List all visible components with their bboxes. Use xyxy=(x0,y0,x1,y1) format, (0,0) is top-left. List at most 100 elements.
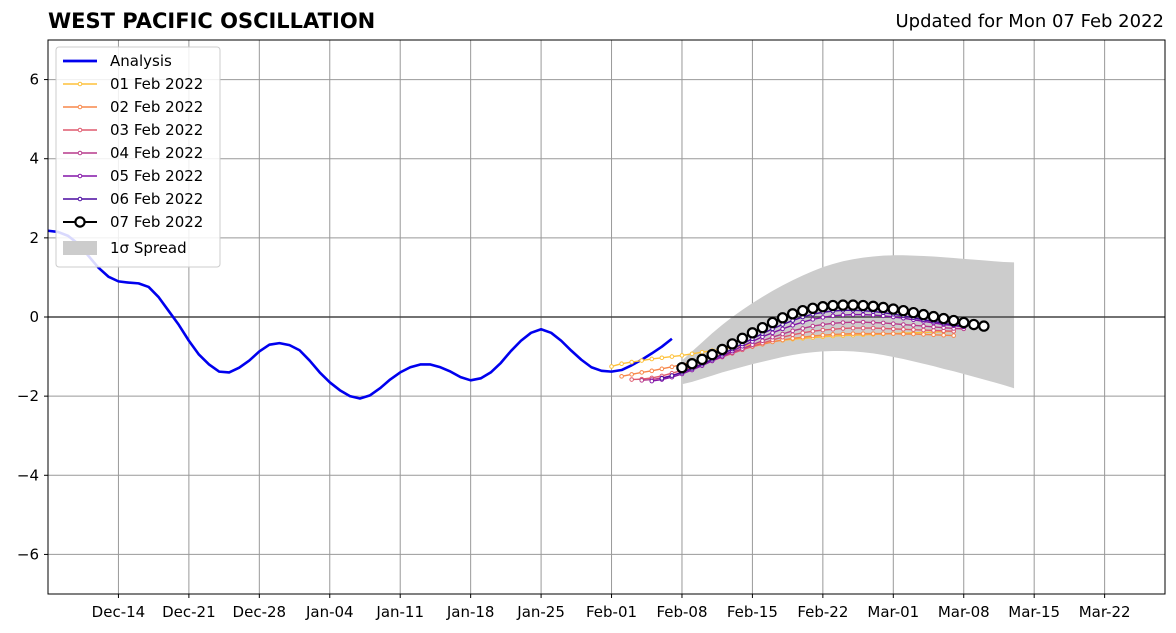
forecast-point xyxy=(619,374,624,379)
forecast-point xyxy=(827,299,839,312)
x-tick-label: Dec-28 xyxy=(233,603,287,621)
forecast-point xyxy=(847,299,859,311)
legend-label: Analysis xyxy=(110,52,172,70)
forecast-point xyxy=(901,331,906,337)
forecast-point xyxy=(770,330,775,336)
forecast-point xyxy=(931,328,936,333)
forecast-point xyxy=(880,331,886,336)
forecast-point xyxy=(901,326,906,332)
forecast-point xyxy=(880,320,886,326)
forecast-point xyxy=(669,364,675,370)
forecast-point xyxy=(649,368,655,374)
forecast-point xyxy=(850,331,856,336)
y-tick-label: 0 xyxy=(29,308,39,326)
forecast-point xyxy=(958,316,970,329)
forecast-point xyxy=(609,364,614,369)
forecast-point xyxy=(917,308,930,321)
forecast-point xyxy=(770,334,775,340)
forecast-point xyxy=(659,376,665,381)
forecast-point xyxy=(736,332,749,345)
forecast-point xyxy=(890,321,896,327)
forecast-point xyxy=(766,316,779,329)
x-tick-label: Mar-08 xyxy=(938,603,990,621)
forecast-point xyxy=(911,331,916,337)
series-layer xyxy=(47,229,990,400)
forecast-point xyxy=(907,306,920,319)
forecast-point xyxy=(629,377,634,382)
forecast-point xyxy=(810,317,816,322)
forecast-point xyxy=(837,299,849,311)
forecast-point xyxy=(850,319,856,325)
forecast-point xyxy=(686,357,698,370)
forecast-point xyxy=(619,361,624,366)
legend: Analysis 01 Feb 2022 02 Feb 2022 03 Feb 202… xyxy=(55,46,221,268)
forecast-point xyxy=(860,312,866,317)
forecast-point xyxy=(786,308,799,320)
forecast-point xyxy=(810,323,816,329)
forecast-point xyxy=(897,304,910,317)
legend-label: 07 Feb 2022 xyxy=(110,213,203,231)
forecast-point xyxy=(931,332,936,338)
forecast-point xyxy=(780,326,785,332)
forecast-point xyxy=(840,326,846,331)
forecast-point xyxy=(951,333,956,338)
y-tick-label: −4 xyxy=(17,466,39,484)
y-tick-label: 6 xyxy=(29,71,39,89)
forecast-point xyxy=(790,328,795,334)
chart-title: WEST PACIFIC OSCILLATION xyxy=(48,9,376,33)
forecast-point xyxy=(921,327,926,333)
forecast-point xyxy=(830,313,836,319)
legend-swatch xyxy=(63,241,97,255)
forecast-point xyxy=(927,310,940,323)
forecast-point xyxy=(820,332,826,338)
forecast-point xyxy=(669,373,675,378)
forecast-point xyxy=(629,372,634,377)
forecast-point xyxy=(689,351,695,357)
legend-label: 01 Feb 2022 xyxy=(110,75,203,93)
forecast-point xyxy=(830,321,836,326)
tick-labels: Dec-14 Dec-21 Dec-28 Jan-04 Jan-11 Jan-18 Jan-… xyxy=(17,71,1131,621)
forecast-point xyxy=(669,354,675,359)
y-tick-label: 4 xyxy=(29,150,39,168)
forecast-point xyxy=(870,325,876,331)
forecast-point xyxy=(820,327,826,333)
forecast-point xyxy=(911,327,916,332)
forecast-point xyxy=(830,332,836,337)
legend-label: 04 Feb 2022 xyxy=(110,144,203,162)
forecast-point xyxy=(807,302,819,314)
forecast-point xyxy=(706,348,718,361)
forecast-point xyxy=(760,338,765,344)
y-tick-label: −2 xyxy=(17,387,39,405)
forecast-point xyxy=(880,326,886,331)
x-tick-label: Jan-25 xyxy=(516,603,565,621)
forecast-point xyxy=(921,323,926,329)
forecast-point xyxy=(790,332,795,338)
forecast-point xyxy=(800,319,806,325)
forecast-point xyxy=(860,319,866,325)
x-tick-label: Jan-18 xyxy=(446,603,495,621)
forecast-point xyxy=(649,356,655,362)
forecast-point xyxy=(817,301,829,313)
x-tick-label: Dec-21 xyxy=(162,603,216,621)
forecast-point xyxy=(800,334,806,340)
y-tick-label: 2 xyxy=(29,229,39,247)
forecast-point xyxy=(931,324,936,330)
forecast-point xyxy=(921,332,926,337)
forecast-point xyxy=(840,331,846,337)
x-tick-label: Feb-22 xyxy=(797,603,848,621)
x-tick-label: Mar-01 xyxy=(867,603,919,621)
y-tick-label: −6 xyxy=(17,545,39,563)
x-tick-label: Feb-08 xyxy=(656,603,707,621)
forecast-point xyxy=(820,315,826,320)
forecast-point xyxy=(850,312,856,317)
forecast-point xyxy=(696,353,708,366)
forecast-point xyxy=(716,343,728,356)
forecast-point xyxy=(877,301,889,314)
forecast-point xyxy=(699,349,705,355)
forecast-point xyxy=(870,312,876,318)
forecast-point xyxy=(870,320,876,325)
forecast-point xyxy=(857,299,869,312)
legend-marker xyxy=(74,216,86,228)
forecast-point xyxy=(659,366,665,372)
